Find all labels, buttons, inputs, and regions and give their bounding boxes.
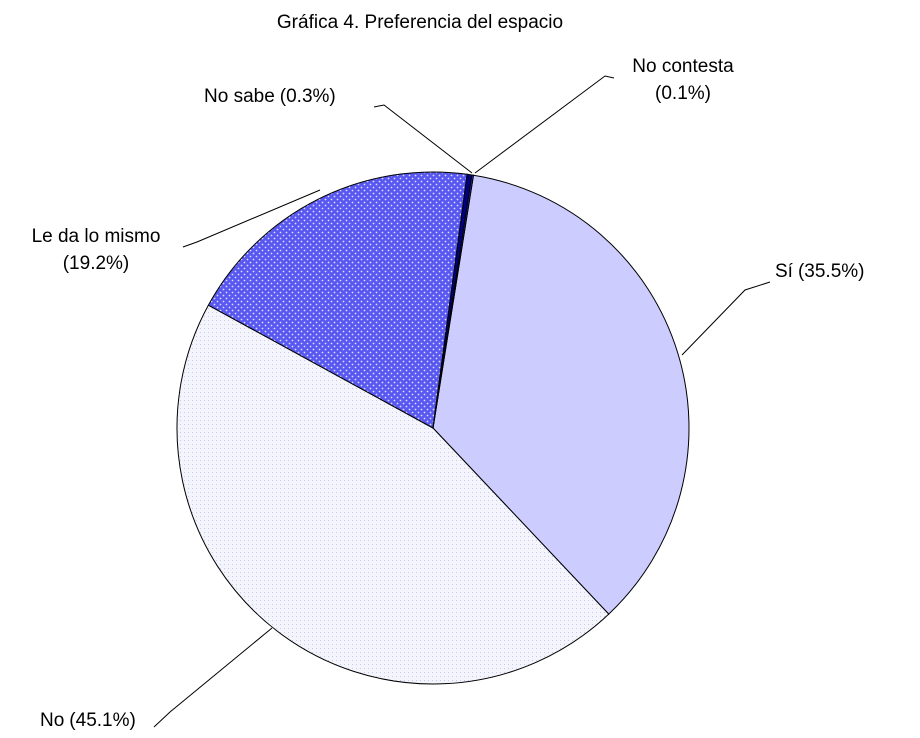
slice-value-label: (19.2%) xyxy=(63,253,130,274)
slice-value-label: (35.5%) xyxy=(798,261,865,282)
pie-slice xyxy=(207,171,468,429)
slice-name: Le da lo mismo xyxy=(32,226,161,247)
slice-label: Le da lo mismo (19.2%) xyxy=(32,226,161,274)
slice-value-label: (0.3%) xyxy=(280,86,336,107)
leader-line xyxy=(373,104,473,174)
leader-line xyxy=(474,75,615,174)
chart-title: Gráfica 4. Preferencia del espacio xyxy=(277,12,563,33)
slice-value-label: (0.1%) xyxy=(655,83,711,104)
leader-line xyxy=(182,189,321,248)
slice-name: Sí xyxy=(775,261,794,282)
leader-line xyxy=(681,281,771,356)
slice-name: No contesta xyxy=(632,56,734,77)
slice-name: No xyxy=(40,710,64,731)
slice-name: No sabe xyxy=(204,86,275,107)
pie-slice xyxy=(432,174,475,429)
slice-label: No (45.1%) xyxy=(40,710,136,731)
pie-slice xyxy=(432,174,690,615)
leader-line xyxy=(153,627,273,728)
slice-value-label: (45.1%) xyxy=(69,710,136,731)
slice-label: No sabe (0.3%) xyxy=(204,86,336,107)
slice-label: Sí (35.5%) xyxy=(775,261,864,282)
pie-slice xyxy=(176,304,610,685)
slice-label: No contesta (0.1%) xyxy=(632,56,734,104)
